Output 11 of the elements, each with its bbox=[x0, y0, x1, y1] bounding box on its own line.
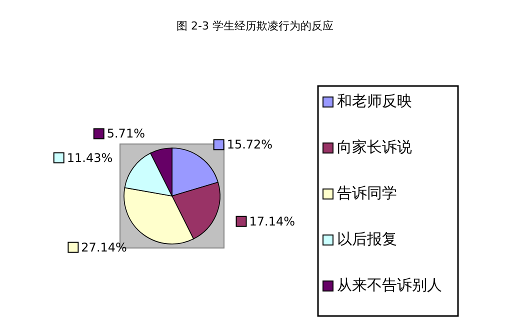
data-label: 5.71% bbox=[106, 126, 145, 141]
data-label: 11.43% bbox=[66, 150, 113, 165]
legend-label: 从来不告诉别人 bbox=[337, 275, 443, 295]
legend-label: 向家长诉说 bbox=[337, 137, 413, 157]
legend-label: 以后报复 bbox=[337, 229, 398, 249]
data-label: 17.14% bbox=[249, 214, 296, 228]
data-label: 27.14% bbox=[81, 240, 127, 254]
chart-title: 图 2-3 学生经历欺凌行为的反应 bbox=[176, 20, 334, 32]
legend-label: 告诉同学 bbox=[337, 183, 398, 203]
data-label: 15.72% bbox=[226, 138, 273, 152]
legend-label: 和老师反映 bbox=[337, 91, 413, 111]
